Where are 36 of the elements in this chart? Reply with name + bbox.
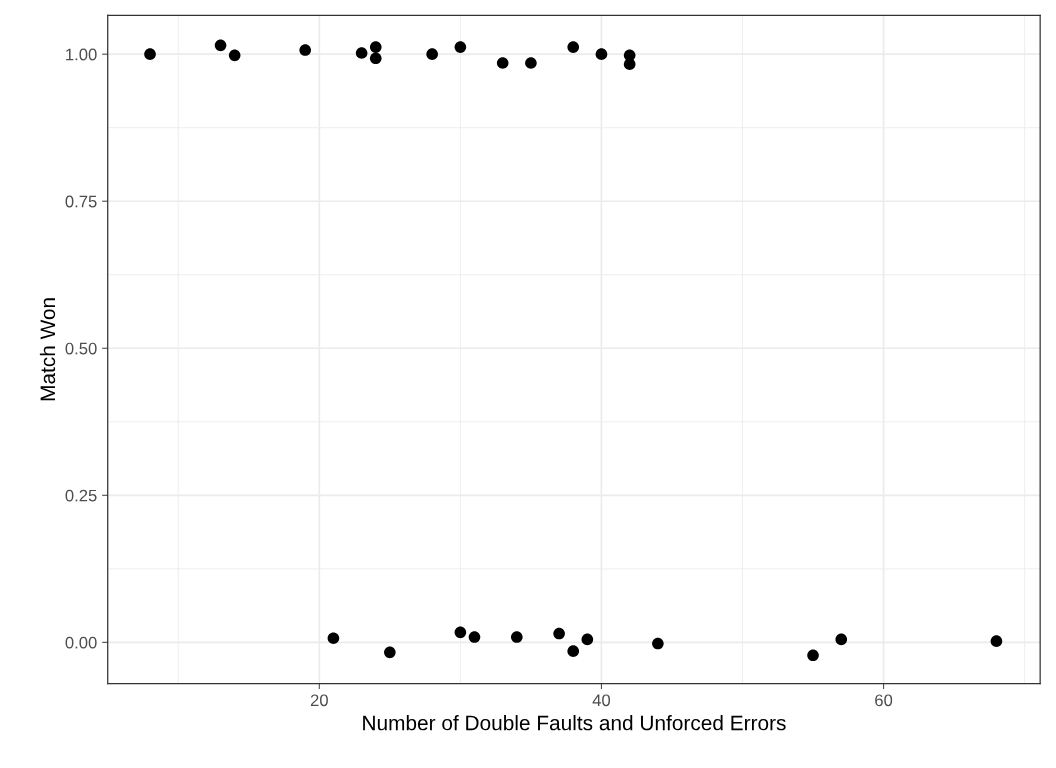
- point: [807, 649, 819, 662]
- point: [510, 631, 523, 643]
- point: [835, 633, 848, 646]
- point: [567, 645, 580, 657]
- x-tick-label: 40: [592, 694, 611, 707]
- point: [214, 39, 227, 52]
- y-tick-label: 1.00: [66, 48, 97, 61]
- point: [496, 57, 509, 69]
- point: [454, 41, 467, 53]
- y-tick-label: 0.75: [65, 195, 97, 208]
- point: [327, 632, 340, 645]
- x-tick-label: 60: [875, 694, 893, 707]
- point: [454, 626, 467, 639]
- y-tick-label: 0.25: [65, 489, 97, 502]
- point: [355, 47, 368, 59]
- point: [468, 631, 481, 643]
- point: [369, 41, 382, 53]
- point: [595, 48, 608, 60]
- x-tick-label: 20: [310, 694, 328, 707]
- y-axis-title: Match Won: [39, 298, 56, 401]
- y-tick-label: 0.50: [65, 342, 97, 355]
- point: [567, 41, 580, 53]
- point: [426, 48, 438, 60]
- point: [525, 57, 537, 69]
- point: [581, 633, 594, 646]
- point: [144, 48, 156, 60]
- point: [369, 52, 382, 65]
- point: [299, 44, 312, 56]
- point: [990, 635, 1003, 647]
- y-tick-label: 0.00: [65, 636, 97, 649]
- point: [384, 646, 396, 659]
- point: [228, 49, 241, 62]
- point: [553, 627, 565, 640]
- x-axis-title: Number of Double Faults and Unforced Errors: [363, 715, 786, 731]
- point: [652, 637, 664, 650]
- point: [623, 58, 636, 70]
